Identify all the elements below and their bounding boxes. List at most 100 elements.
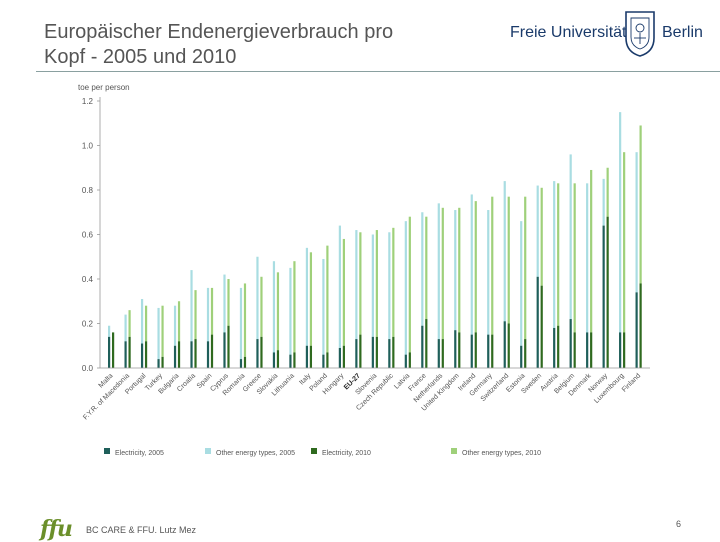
bar-electricity-2010 [590, 332, 593, 368]
bar-other-energy-2005 [140, 299, 144, 344]
bar-electricity-2005 [404, 354, 407, 368]
bar-electricity-2010 [425, 319, 428, 368]
bar-other-energy-2010 [375, 230, 378, 337]
y-tick-label: 1.0 [82, 142, 94, 151]
bar-electricity-2005 [289, 354, 292, 368]
bar-other-energy-2005 [124, 314, 127, 342]
university-city: Berlin [662, 24, 703, 41]
title-divider [36, 71, 720, 72]
legend-label: Electricity, 2005 [115, 450, 164, 457]
bar-other-energy-2005 [305, 247, 309, 346]
y-tick-label: 0.6 [82, 231, 94, 240]
bar-other-energy-2010 [623, 152, 626, 333]
bar-other-energy-2005 [454, 210, 457, 331]
bar-other-energy-2010 [161, 305, 164, 357]
bar-electricity-2005 [619, 332, 622, 368]
y-tick-label: 1.2 [82, 97, 94, 106]
bar-electricity-2005 [108, 336, 111, 368]
bar-other-energy-2005 [586, 183, 589, 333]
bar-other-energy-2010 [260, 276, 263, 337]
slide-title-line-1: Europäischer Endenergieverbrauch pro [44, 21, 394, 43]
bar-electricity-2010 [194, 339, 197, 368]
bar-electricity-2005 [322, 354, 325, 368]
bar-electricity-2005 [602, 225, 605, 368]
bar-other-energy-2010 [557, 183, 560, 326]
bar-other-energy-2010 [573, 183, 576, 333]
legend-swatch [104, 448, 110, 454]
y-tick-label: 0.0 [82, 364, 94, 373]
bar-other-energy-2005 [108, 325, 111, 337]
bar-electricity-2005 [487, 334, 490, 368]
bar-other-energy-2010 [474, 201, 477, 333]
bar-other-energy-2005 [289, 267, 292, 355]
bar-electricity-2005 [272, 352, 276, 368]
bar-other-energy-2005 [190, 270, 193, 342]
bar-other-energy-2010 [590, 169, 593, 333]
y-tick-label: 0.2 [82, 320, 94, 329]
bar-other-energy-2010 [177, 301, 181, 342]
bar-other-energy-2010 [524, 196, 527, 340]
bar-other-energy-2005 [272, 261, 276, 353]
bar-other-energy-2005 [388, 232, 391, 340]
bar-electricity-2005 [470, 334, 473, 368]
bar-other-energy-2005 [322, 258, 325, 355]
bar-electricity-2010 [243, 356, 247, 368]
bar-electricity-2005 [586, 332, 589, 368]
bar-electricity-2010 [507, 323, 510, 368]
bar-electricity-2005 [190, 341, 193, 368]
bar-other-energy-2010 [243, 283, 247, 357]
bar-electricity-2005 [437, 339, 440, 368]
bar-electricity-2010 [326, 352, 329, 368]
bar-electricity-2010 [177, 341, 181, 368]
bar-electricity-2010 [359, 334, 362, 368]
legend-swatch [205, 448, 211, 454]
bar-other-energy-2005 [569, 154, 572, 320]
bar-electricity-2010 [144, 341, 148, 368]
bar-electricity-2010 [342, 345, 345, 368]
bar-electricity-2005 [520, 345, 523, 368]
bar-electricity-2010 [293, 352, 296, 368]
bar-other-energy-2010 [606, 167, 609, 217]
bar-other-energy-2005 [602, 178, 605, 226]
bar-other-energy-2005 [619, 112, 622, 333]
footer-text: BC CARE & FFU. Lutz Mez [86, 525, 197, 535]
bar-electricity-2010 [573, 332, 576, 368]
bar-other-energy-2005 [421, 212, 424, 326]
bar-electricity-2010 [375, 336, 378, 368]
bar-electricity-2010 [128, 336, 131, 368]
bar-other-energy-2005 [371, 234, 374, 337]
legend-label: Other energy types, 2010 [462, 450, 541, 457]
y-axis-label: toe per person [78, 83, 130, 92]
bar-other-energy-2005 [239, 287, 243, 360]
bar-other-energy-2005 [206, 287, 210, 342]
bar-electricity-2010 [491, 334, 494, 368]
bar-other-energy-2005 [635, 152, 638, 293]
legend-label: Other energy types, 2005 [216, 450, 295, 457]
bar-other-energy-2010 [425, 216, 428, 320]
university-seal-icon [625, 11, 655, 57]
bar-other-energy-2010 [276, 272, 280, 351]
page-number: 6 [676, 519, 682, 529]
bar-other-energy-2010 [210, 287, 214, 335]
bar-electricity-2010 [524, 339, 527, 368]
bar-electricity-2010 [441, 339, 444, 368]
bar-other-energy-2005 [503, 181, 506, 322]
bar-electricity-2005 [140, 343, 144, 368]
bar-electricity-2005 [503, 321, 506, 368]
bar-electricity-2005 [388, 339, 391, 368]
bar-electricity-2010 [474, 332, 477, 368]
bar-electricity-2005 [454, 330, 457, 368]
bar-electricity-2005 [124, 341, 127, 368]
bar-electricity-2005 [338, 347, 341, 368]
bar-electricity-2010 [557, 325, 560, 368]
bar-other-energy-2005 [338, 225, 341, 348]
bar-other-energy-2005 [404, 221, 407, 355]
bar-electricity-2005 [157, 359, 160, 368]
x-category-label: Croatia [176, 372, 197, 393]
bar-other-energy-2005 [223, 274, 226, 333]
bar-other-energy-2005 [157, 307, 160, 360]
bar-electricity-2010 [623, 332, 626, 368]
bar-electricity-2010 [161, 356, 164, 368]
university-name: Freie Universität [510, 24, 627, 41]
